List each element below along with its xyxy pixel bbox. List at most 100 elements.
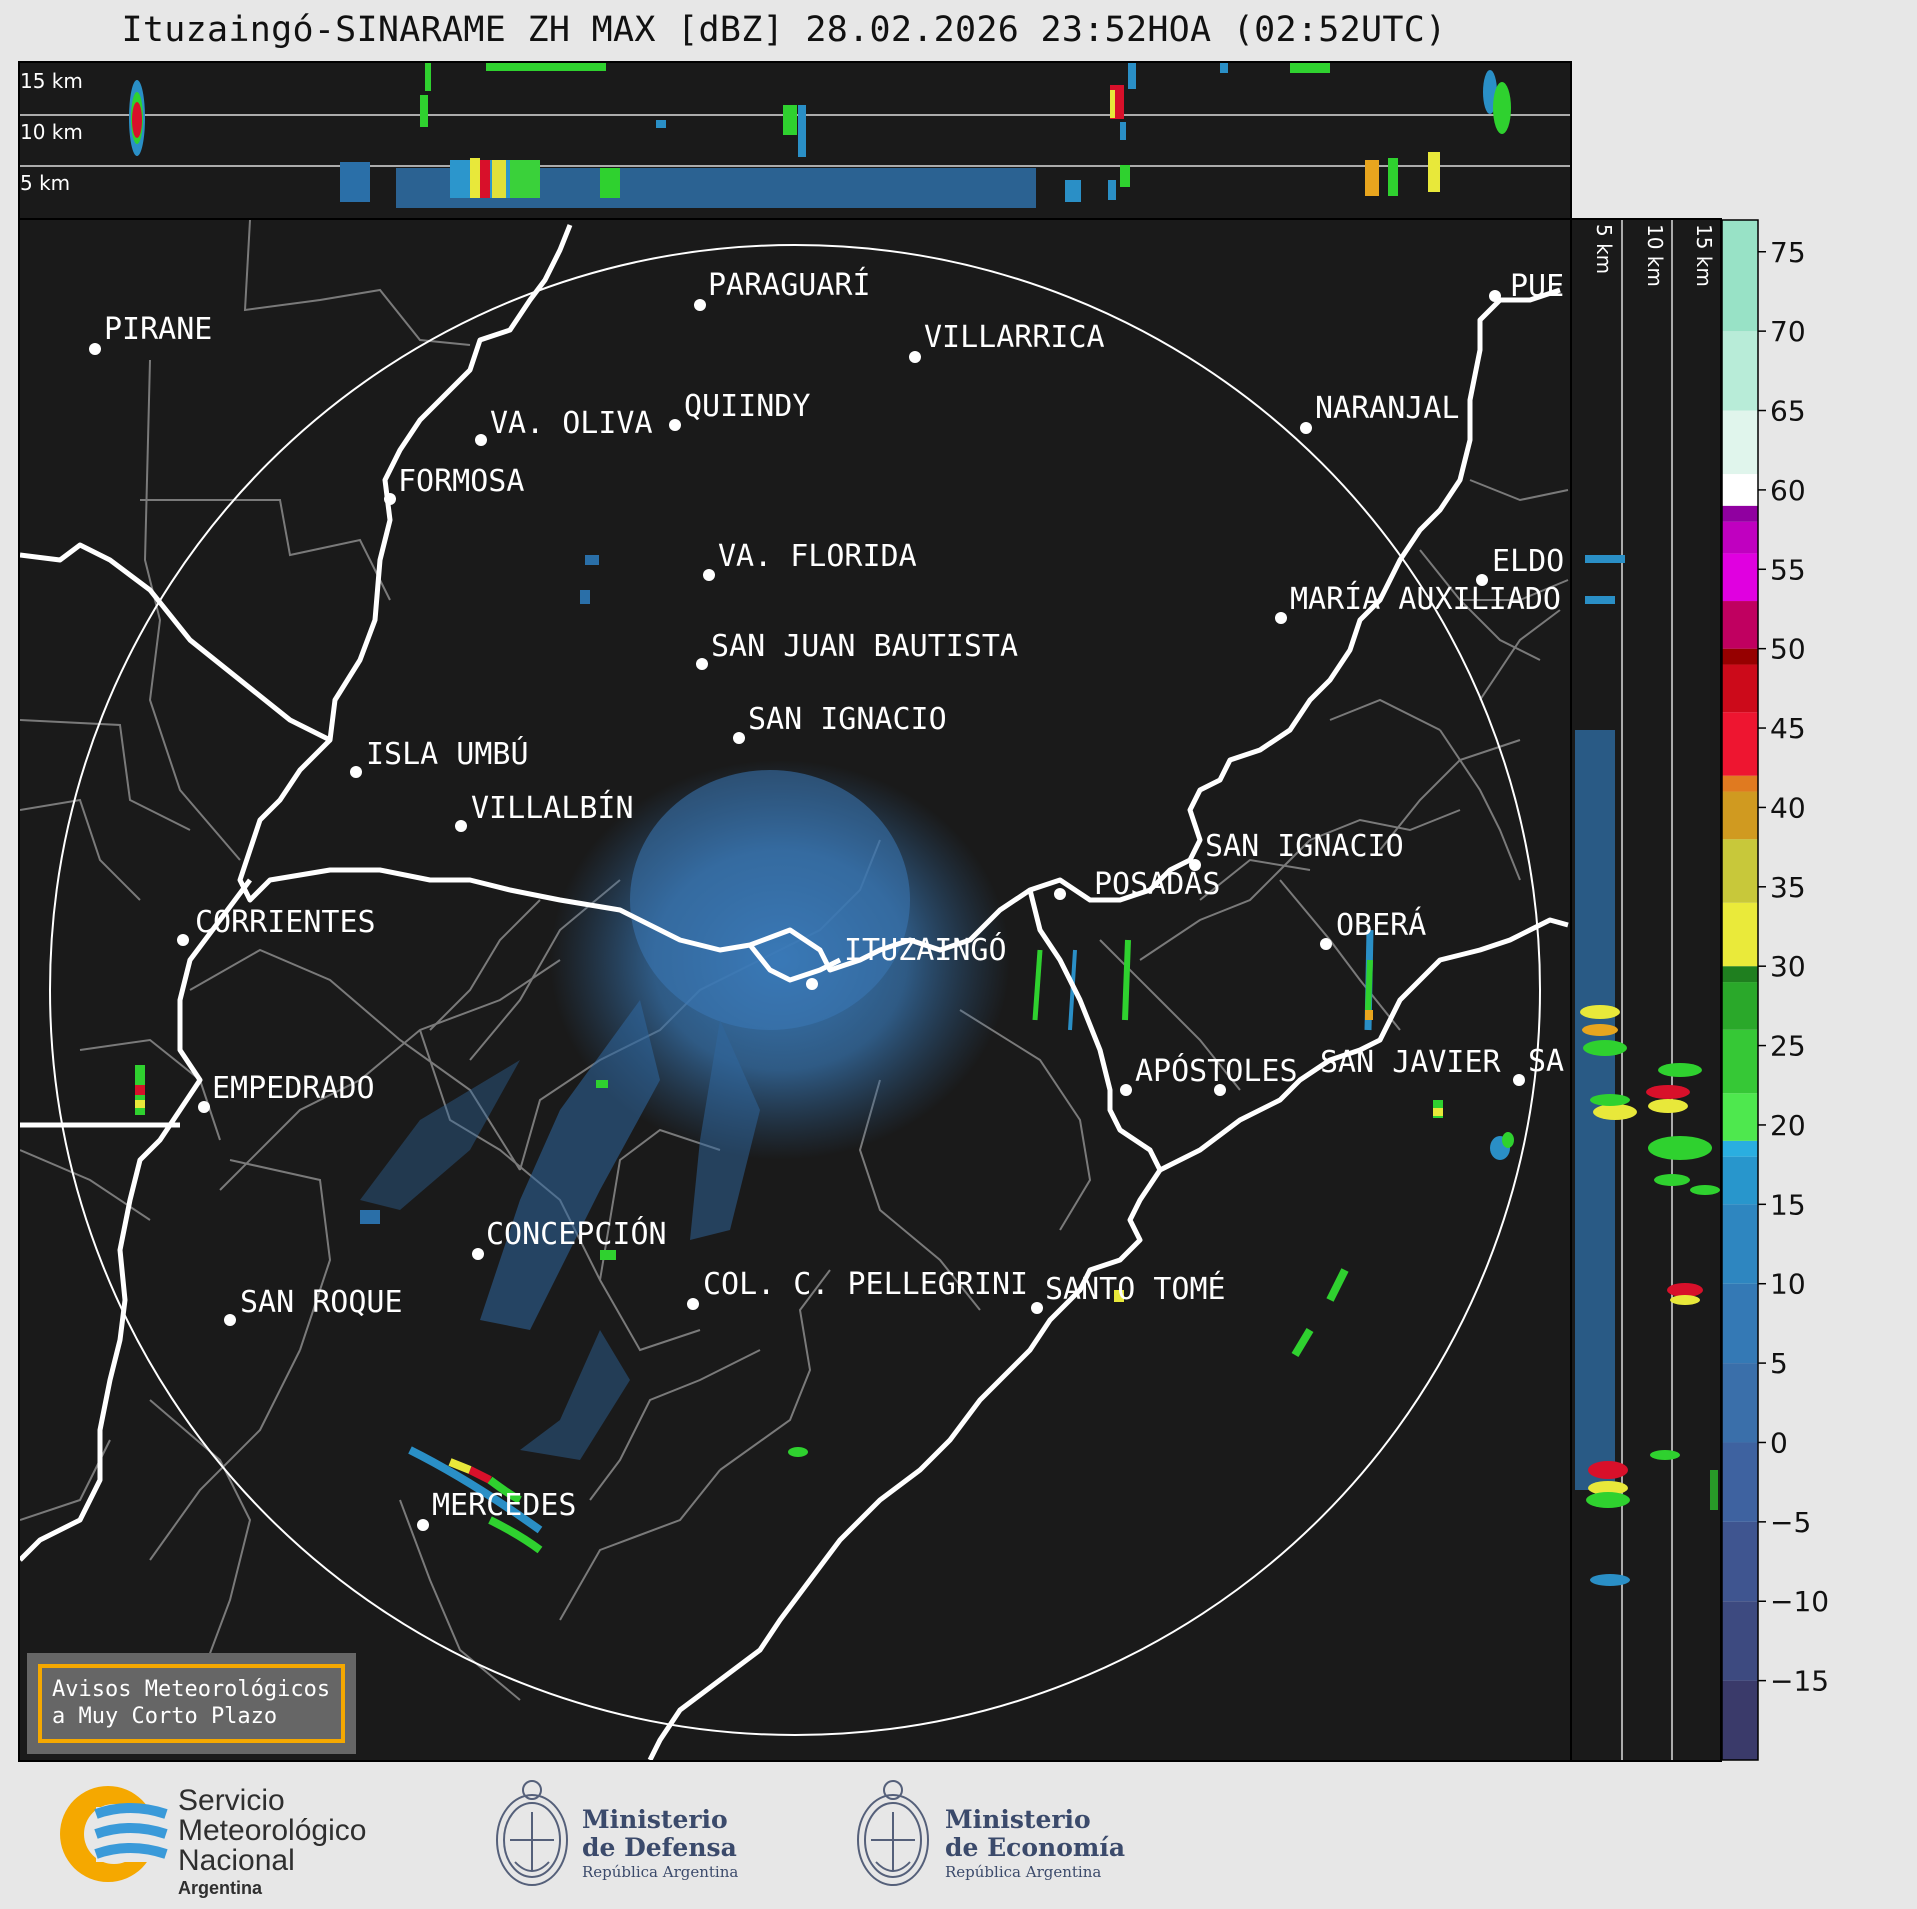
colorbar-scale [1722, 220, 1758, 1760]
colorbar-band [1722, 474, 1758, 506]
colorbar-tick-label: 65 [1770, 395, 1806, 428]
economia-line-3: República Argentina [945, 1863, 1102, 1881]
city-marker [417, 1519, 429, 1531]
radar-map: PARAGUARÍ PIRANE VILLARRICA QUIINDY VA. OLIV… [18, 218, 1572, 1762]
city-marker [1476, 574, 1488, 586]
colorbar-band [1722, 331, 1758, 411]
smn-line-1: Servicio [178, 1784, 285, 1817]
colorbar-band [1722, 1601, 1758, 1681]
footer-logos: Servicio Meteorológico Nacional Argentin… [0, 1762, 1917, 1909]
city-marker [198, 1101, 210, 1113]
city-marker [1214, 1084, 1226, 1096]
city-marker [1189, 859, 1201, 871]
colorbar-tick-label: 0 [1770, 1426, 1788, 1459]
city-marker [350, 766, 362, 778]
colorbar-band [1722, 775, 1758, 792]
economia-seal-icon [857, 1780, 929, 1886]
city-marker [669, 419, 681, 431]
city-marker [472, 1248, 484, 1260]
colorbar-tick-label: 20 [1770, 1109, 1806, 1142]
colorbar-tick-label: −15 [1770, 1665, 1829, 1698]
city-label: SANTO TOMÉ [1045, 1271, 1226, 1307]
city-marker [909, 351, 921, 363]
colorbar-band [1722, 521, 1758, 554]
city-label: CONCEPCIÓN [486, 1215, 667, 1252]
city-marker [694, 299, 706, 311]
city-marker [1513, 1074, 1525, 1086]
city-marker [1031, 1302, 1043, 1314]
colorbar-band [1722, 1140, 1758, 1157]
colorbar-band [1722, 966, 1758, 983]
colorbar-band [1722, 601, 1758, 649]
avisos-box[interactable]: Avisos Meteorológicos a Muy Corto Plazo [27, 1653, 356, 1754]
smn-logo-icon [60, 1786, 168, 1882]
city-marker [806, 978, 818, 990]
colorbar-tick-label: 5 [1770, 1347, 1788, 1380]
smn-logo-text: Servicio Meteorológico Nacional Argentin… [178, 1786, 366, 1900]
colorbar-band [1722, 791, 1758, 840]
colorbar-tick-label: 15 [1770, 1188, 1806, 1221]
top-height-label-10: 10 km [20, 120, 83, 144]
colorbar-band [1722, 1521, 1758, 1602]
city-marker [1300, 422, 1312, 434]
city-label: VILLALBÍN [471, 790, 634, 826]
colorbar-band [1722, 1204, 1758, 1284]
colorbar-band [1722, 839, 1758, 903]
city-label: ITUZAINGÓ [844, 931, 1007, 968]
colorbar-tick-label: 70 [1770, 315, 1806, 348]
city-label: COL. C. PELLEGRINI [703, 1267, 1028, 1302]
city-label: POSADAS [1094, 867, 1220, 902]
smn-line-3: Nacional [178, 1844, 295, 1877]
colorbar-band [1722, 648, 1758, 665]
city-label: QUIINDY [684, 389, 810, 424]
avisos-line-1: Avisos Meteorológicos [52, 1677, 331, 1702]
colorbar-band [1722, 1093, 1758, 1141]
smn-line-2: Meteorológico [178, 1814, 367, 1847]
colorbar-tick-label: −5 [1770, 1506, 1811, 1539]
avisos-line-2: a Muy Corto Plazo [52, 1704, 278, 1729]
city-marker [384, 493, 396, 505]
smn-line-4: Argentina [178, 1878, 263, 1898]
range-ring [49, 244, 1541, 1736]
colorbar-band [1722, 712, 1758, 776]
city-marker [1054, 888, 1066, 900]
colorbar-band [1722, 553, 1758, 602]
city-marker [1120, 1084, 1132, 1096]
defensa-logo-text: Ministerio de Defensa República Argentin… [582, 1806, 738, 1882]
colorbar-tick-label: 60 [1770, 474, 1806, 507]
city-label: MARÍA AUXILIADO [1290, 581, 1561, 617]
colorbar-band [1722, 902, 1758, 967]
city-label: SA [1528, 1044, 1564, 1079]
colorbar-tick-label: 35 [1770, 871, 1806, 904]
city-label: SAN IGNACIO [1205, 829, 1404, 864]
economia-logo-text: Ministerio de Economía República Argenti… [945, 1806, 1125, 1882]
colorbar-band [1722, 220, 1758, 332]
city-label: PARAGUARÍ [708, 267, 871, 303]
city-layer: PARAGUARÍ PIRANE VILLARRICA QUIINDY VA. OLIV… [89, 267, 1564, 1531]
city-label: OBERÁ [1336, 907, 1426, 943]
city-marker [177, 934, 189, 946]
logo-graphics [60, 1780, 929, 1886]
city-marker [733, 732, 745, 744]
side-height-label-10: 10 km [1643, 224, 1667, 287]
colorbar-band [1722, 1680, 1758, 1760]
top-height-label-15: 15 km [20, 69, 83, 93]
defensa-seal-icon [496, 1780, 568, 1886]
city-label: EMPEDRADO [212, 1071, 375, 1106]
figure-title: Ituzaingó-SINARAME ZH MAX [dBZ] 28.02.20… [121, 10, 1447, 50]
colorbar-tick-label: 30 [1770, 950, 1806, 983]
colorbar-tick-label: 50 [1770, 633, 1806, 666]
city-label: FORMOSA [398, 464, 524, 499]
economia-line-1: Ministerio [945, 1805, 1091, 1834]
city-marker [1275, 612, 1287, 624]
city-marker [89, 343, 101, 355]
city-marker [455, 820, 467, 832]
top-panel-echoes [129, 63, 1511, 208]
side-height-label-15: 15 km [1692, 224, 1716, 287]
colorbar-tick-label: 45 [1770, 712, 1806, 745]
city-label: MERCEDES [432, 1488, 577, 1523]
colorbar-tick-label: 10 [1770, 1268, 1806, 1301]
colorbar-band [1722, 1442, 1758, 1522]
colorbar-band [1722, 1156, 1758, 1205]
defensa-line-2: de Defensa [582, 1833, 737, 1862]
